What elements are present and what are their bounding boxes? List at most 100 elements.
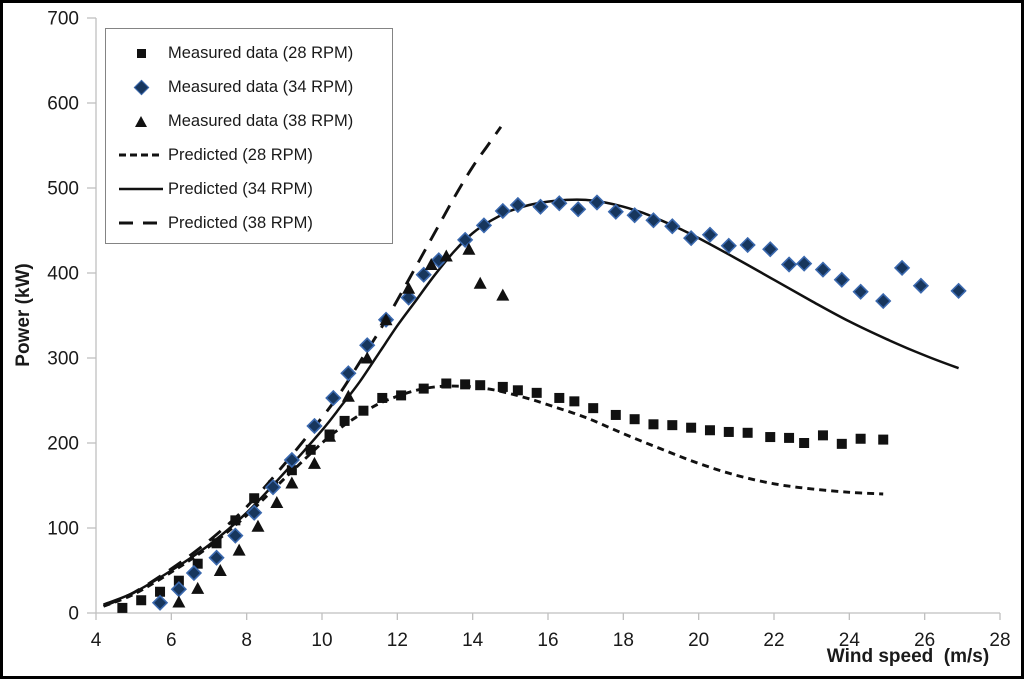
x-tick-label: 26 — [914, 630, 935, 651]
data-point-square — [230, 515, 241, 526]
data-point-diamond — [283, 451, 300, 469]
x-tick-label: 6 — [166, 630, 177, 651]
y-tick-label: 400 — [47, 264, 79, 285]
data-point-square — [878, 434, 889, 445]
data-point-square — [358, 405, 369, 416]
data-point-square — [554, 392, 565, 403]
data-point-square — [249, 493, 260, 504]
data-point-triangle — [270, 496, 284, 508]
x-axis-title: Wind speed (m/s) — [826, 646, 990, 667]
legend-item-predicted-28: Predicted (28 RPM) — [106, 138, 392, 172]
data-point-triangle — [424, 258, 438, 270]
x-tick-label: 22 — [763, 630, 784, 651]
data-point-square — [136, 595, 147, 606]
data-point-diamond — [780, 256, 798, 273]
data-point-square — [569, 396, 580, 407]
legend: Measured data (28 RPM) Measured data (34… — [105, 28, 393, 244]
x-tick-label: 20 — [688, 630, 709, 651]
data-point-triangle — [307, 456, 321, 469]
solid-line-icon — [119, 187, 163, 191]
square-marker-icon — [136, 48, 146, 58]
data-point-triangle — [341, 389, 355, 402]
data-point-square — [531, 387, 542, 398]
data-point-diamond — [264, 479, 282, 496]
data-point-diamond — [814, 261, 832, 278]
data-point-diamond — [739, 236, 756, 254]
x-tick-label: 14 — [462, 630, 484, 651]
legend-label: Measured data (34 RPM) — [168, 77, 354, 96]
data-point-square — [418, 383, 429, 394]
predicted-curve — [102, 125, 503, 608]
data-point-square — [588, 403, 599, 414]
data-point-square — [667, 420, 678, 431]
data-point-diamond — [664, 218, 681, 235]
x-tick-label: 28 — [989, 630, 1010, 651]
data-point-triangle — [232, 543, 246, 556]
data-point-triangle — [285, 476, 299, 489]
data-point-square — [155, 586, 166, 597]
data-point-square — [742, 427, 753, 438]
x-tick-label: 16 — [537, 630, 558, 651]
legend-label: Measured data (28 RPM) — [168, 43, 354, 62]
y-tick-label: 0 — [68, 604, 79, 625]
data-point-diamond — [607, 203, 624, 220]
data-point-square — [629, 414, 640, 425]
data-point-square — [784, 432, 795, 443]
data-point-diamond — [475, 217, 493, 234]
data-point-square — [192, 558, 203, 569]
data-point-square — [173, 575, 184, 586]
data-point-square — [286, 465, 297, 476]
data-point-diamond — [683, 230, 700, 247]
series-predicted-34-rpm- — [103, 198, 960, 606]
data-point-triangle — [323, 429, 337, 442]
x-tick-label: 24 — [839, 630, 861, 651]
data-point-diamond — [208, 549, 225, 566]
data-point-diamond — [893, 259, 911, 277]
data-point-diamond — [701, 226, 719, 243]
data-point-square — [339, 415, 350, 426]
predicted-curve — [103, 198, 960, 606]
data-point-triangle — [213, 564, 227, 576]
y-tick-label: 700 — [47, 9, 79, 30]
data-point-triangle — [473, 276, 487, 289]
data-point-diamond — [400, 289, 417, 306]
data-point-square — [512, 385, 523, 396]
data-point-diamond — [950, 282, 967, 299]
data-point-square — [211, 538, 222, 549]
legend-label: Predicted (28 RPM) — [168, 145, 313, 164]
diamond-marker-icon — [133, 79, 149, 95]
data-point-diamond — [415, 266, 432, 283]
data-point-diamond — [796, 255, 813, 272]
x-tick-label: 8 — [241, 630, 252, 651]
data-point-triangle — [496, 288, 510, 301]
data-point-diamond — [509, 196, 526, 214]
data-point-diamond — [325, 389, 342, 407]
legend-label: Predicted (38 RPM) — [168, 213, 313, 232]
data-point-triangle — [191, 581, 205, 594]
y-tick-label: 100 — [47, 519, 79, 540]
data-point-square — [377, 392, 388, 403]
data-point-square — [686, 422, 697, 433]
legend-item-measured-34: Measured data (34 RPM) — [106, 70, 392, 104]
data-point-diamond — [306, 417, 323, 435]
data-point-diamond — [852, 283, 869, 300]
data-point-diamond — [494, 202, 511, 220]
data-point-diamond — [340, 365, 357, 382]
y-tick-label: 300 — [47, 349, 79, 370]
data-point-diamond — [570, 201, 587, 218]
data-point-triangle — [402, 281, 416, 294]
data-point-square — [305, 444, 316, 455]
series-measured-data-38-rpm- — [172, 242, 510, 608]
data-point-triangle — [172, 595, 186, 608]
data-point-diamond — [227, 527, 244, 544]
data-point-diamond — [588, 194, 606, 211]
series-predicted-28-rpm- — [102, 384, 884, 608]
data-point-diamond — [875, 292, 892, 310]
legend-item-predicted-38: Predicted (38 RPM) — [106, 206, 392, 240]
long-dash-line-icon — [119, 221, 163, 225]
data-point-diamond — [626, 207, 643, 224]
x-tick-label: 12 — [387, 630, 408, 651]
data-point-diamond — [246, 504, 263, 521]
data-point-square — [475, 380, 486, 391]
